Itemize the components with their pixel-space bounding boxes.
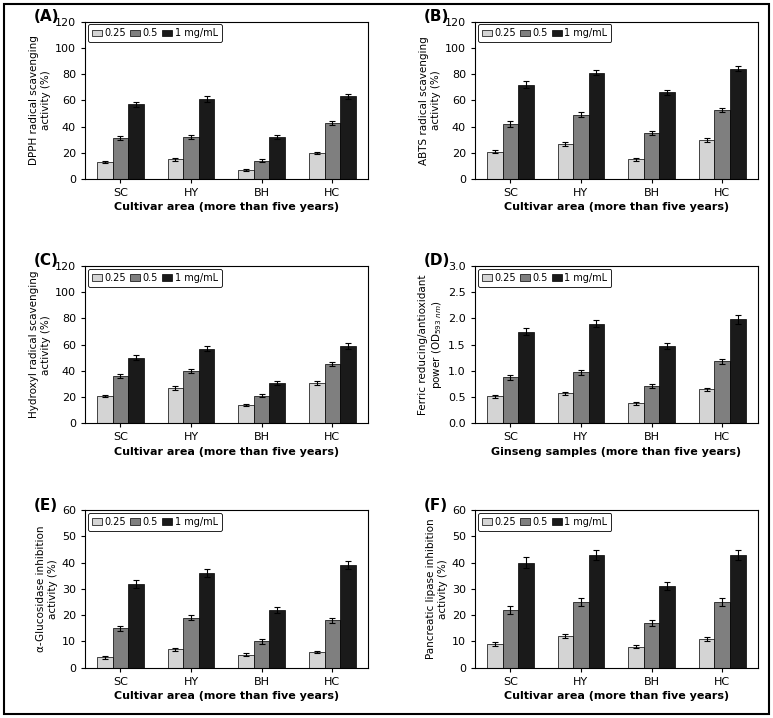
Bar [730, 320, 745, 424]
Bar [309, 652, 325, 668]
Text: (C): (C) [34, 253, 59, 269]
Bar [714, 361, 730, 424]
Y-axis label: Pancreatic lipase inhibition
activity (%): Pancreatic lipase inhibition activity (%… [426, 518, 448, 659]
Bar [254, 161, 270, 180]
Legend: 0.25, 0.5, 1 mg/mL: 0.25, 0.5, 1 mg/mL [478, 513, 611, 531]
Bar [628, 159, 644, 180]
Bar [97, 396, 113, 424]
Bar [325, 364, 340, 424]
Legend: 0.25, 0.5, 1 mg/mL: 0.25, 0.5, 1 mg/mL [88, 513, 222, 531]
Bar [659, 346, 675, 424]
X-axis label: Cultivar area (more than five years): Cultivar area (more than five years) [504, 202, 729, 213]
Bar [573, 602, 589, 668]
Bar [589, 324, 604, 424]
Bar [168, 649, 183, 668]
Bar [518, 332, 533, 424]
Bar [659, 93, 675, 180]
Bar [730, 555, 745, 668]
Bar [487, 151, 502, 180]
Bar [340, 96, 356, 180]
X-axis label: Ginseng samples (more than five years): Ginseng samples (more than five years) [491, 447, 741, 457]
Bar [238, 405, 254, 424]
Bar [557, 393, 573, 424]
Y-axis label: ABTS radical scavenging
activity (%): ABTS radical scavenging activity (%) [419, 36, 441, 164]
Bar [97, 657, 113, 668]
X-axis label: Cultivar area (more than five years): Cultivar area (more than five years) [504, 691, 729, 701]
Text: (D): (D) [424, 253, 451, 269]
Y-axis label: DPPH radical scavenging
activity (%): DPPH radical scavenging activity (%) [29, 35, 51, 165]
Bar [128, 358, 144, 424]
Bar [644, 623, 659, 668]
Bar [589, 73, 604, 180]
Bar [714, 602, 730, 668]
Bar [644, 133, 659, 180]
Y-axis label: α-Glucosidase inhibition
activity (%): α-Glucosidase inhibition activity (%) [36, 526, 58, 652]
Legend: 0.25, 0.5, 1 mg/mL: 0.25, 0.5, 1 mg/mL [88, 269, 222, 286]
Bar [340, 346, 356, 424]
Bar [502, 610, 518, 668]
Bar [168, 159, 183, 180]
Bar [502, 377, 518, 424]
Bar [238, 170, 254, 180]
Bar [557, 144, 573, 180]
Bar [518, 563, 533, 668]
Y-axis label: Ferric reducing/antioxidant
power (OD$_{593\ nm}$): Ferric reducing/antioxidant power (OD$_{… [418, 274, 444, 415]
Bar [199, 348, 214, 424]
Bar [113, 376, 128, 424]
Y-axis label: Hydroxyl radical scavenging
activity (%): Hydroxyl radical scavenging activity (%) [29, 271, 51, 419]
Text: (F): (F) [424, 498, 448, 513]
Bar [168, 388, 183, 424]
Bar [487, 644, 502, 668]
Bar [183, 371, 199, 424]
Bar [699, 639, 714, 668]
Bar [128, 584, 144, 668]
X-axis label: Cultivar area (more than five years): Cultivar area (more than five years) [114, 691, 339, 701]
Bar [238, 655, 254, 668]
Bar [325, 123, 340, 180]
Bar [487, 396, 502, 424]
Bar [309, 153, 325, 180]
Legend: 0.25, 0.5, 1 mg/mL: 0.25, 0.5, 1 mg/mL [88, 24, 222, 42]
X-axis label: Cultivar area (more than five years): Cultivar area (more than five years) [114, 202, 339, 213]
Bar [183, 617, 199, 668]
Bar [714, 110, 730, 180]
Bar [254, 641, 270, 668]
Bar [199, 99, 214, 180]
Bar [113, 139, 128, 180]
Bar [502, 124, 518, 180]
X-axis label: Cultivar area (more than five years): Cultivar area (more than five years) [114, 447, 339, 457]
Bar [644, 386, 659, 424]
Bar [628, 404, 644, 424]
Bar [270, 137, 285, 180]
Bar [113, 628, 128, 668]
Text: (B): (B) [424, 9, 449, 24]
Bar [699, 140, 714, 180]
Legend: 0.25, 0.5, 1 mg/mL: 0.25, 0.5, 1 mg/mL [478, 24, 611, 42]
Bar [183, 137, 199, 180]
Bar [730, 69, 745, 180]
Bar [659, 587, 675, 668]
Bar [325, 620, 340, 668]
Bar [128, 104, 144, 180]
Bar [97, 162, 113, 180]
Bar [309, 383, 325, 424]
Legend: 0.25, 0.5, 1 mg/mL: 0.25, 0.5, 1 mg/mL [478, 269, 611, 286]
Bar [254, 396, 270, 424]
Bar [340, 565, 356, 668]
Bar [573, 373, 589, 424]
Bar [589, 555, 604, 668]
Bar [199, 573, 214, 668]
Bar [270, 383, 285, 424]
Text: (E): (E) [34, 498, 58, 513]
Bar [573, 115, 589, 180]
Text: (A): (A) [34, 9, 60, 24]
Bar [628, 647, 644, 668]
Bar [557, 636, 573, 668]
Bar [699, 389, 714, 424]
Bar [518, 85, 533, 180]
Bar [270, 610, 285, 668]
